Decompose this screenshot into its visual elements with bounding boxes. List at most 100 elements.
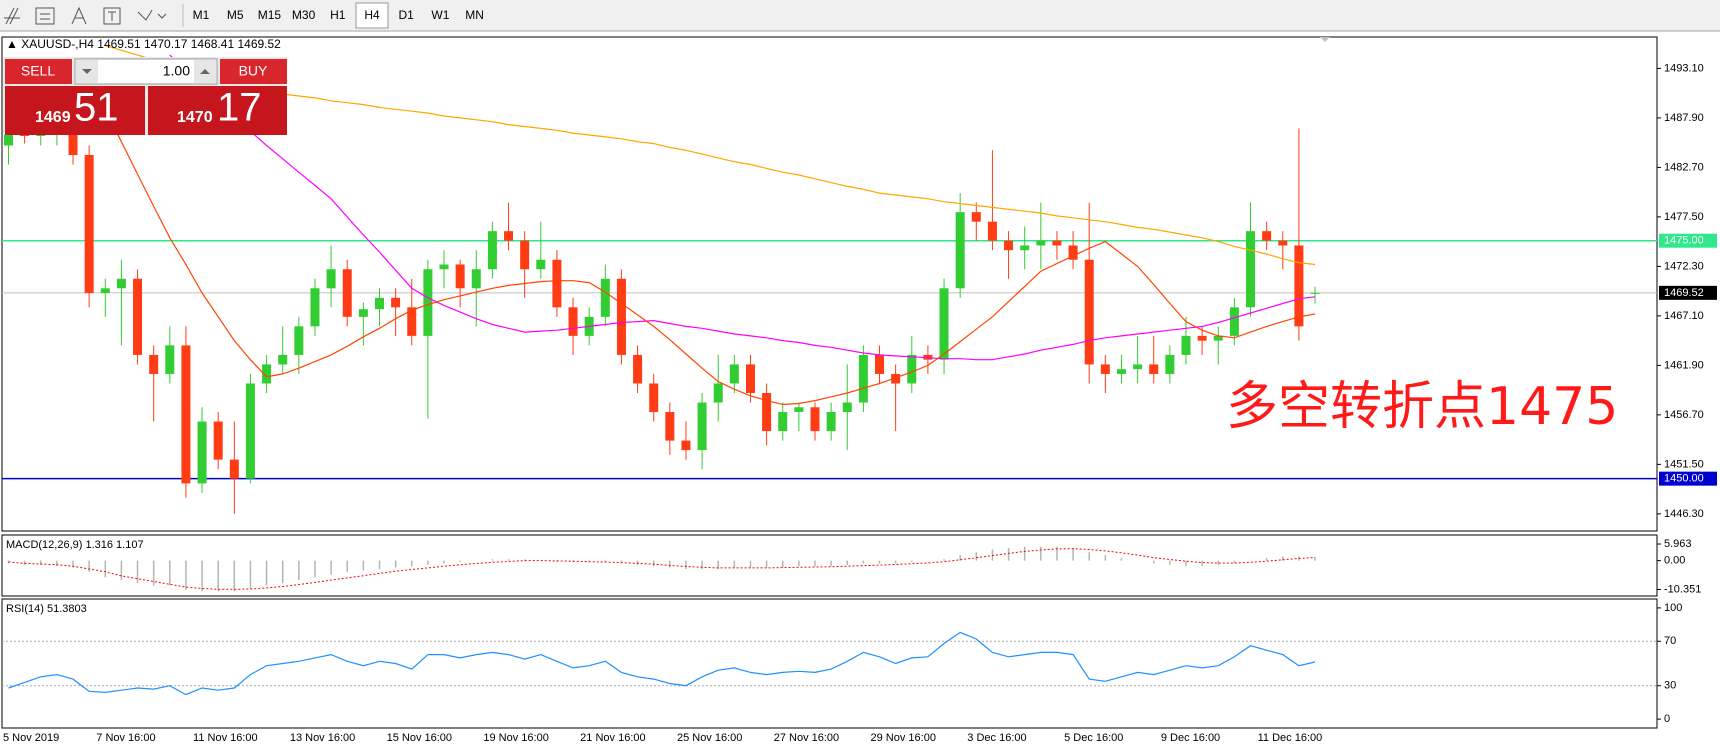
candle-body [1052, 240, 1062, 246]
timeframe-button[interactable]: M5 [227, 8, 244, 22]
down-arrow [82, 69, 92, 74]
moving-average [88, 78, 1316, 406]
y-tick-label: 100 [1664, 602, 1682, 614]
candle-body [907, 354, 917, 384]
lot-field[interactable] [74, 58, 218, 85]
y-tick-label: 1477.50 [1664, 211, 1704, 223]
x-tick-label: 29 Nov 16:00 [871, 732, 936, 744]
moving-average [169, 54, 1316, 361]
timeframe-button[interactable]: W1 [431, 8, 449, 22]
sell-price-big-figure: 1469 [35, 109, 71, 126]
candle-body [310, 288, 320, 327]
up-arrow [200, 69, 210, 74]
candle-body [391, 297, 401, 308]
candle-body [423, 269, 433, 336]
x-tick-label: 15 Nov 16:00 [387, 732, 452, 744]
candle-body [197, 421, 207, 484]
timeframe-button[interactable]: H1 [330, 8, 346, 22]
rsi-line [8, 631, 1316, 696]
plots: 1446.30 1451.50 1456.70 1461.90 1467.10 1472.… [2, 45, 1717, 744]
x-tick-label: 11 Dec 16:00 [1258, 732, 1323, 744]
timeframe-button[interactable]: M1 [193, 8, 210, 22]
candle-body [455, 264, 465, 289]
candle-body [842, 402, 852, 413]
candle-body [552, 259, 562, 308]
icon-label[interactable] [103, 7, 121, 25]
candle-body [262, 364, 272, 384]
candle-body [971, 212, 981, 222]
drawing-tools[interactable] [4, 6, 167, 25]
candle-body [100, 288, 110, 294]
candle-body [536, 259, 546, 270]
candle-body [649, 383, 659, 413]
candle-body [1116, 369, 1126, 374]
y-tick-label: 1482.70 [1664, 161, 1704, 173]
timeframe-bar: M1 M5 M15 M30 H1 H4 D1 W1 MN [193, 2, 484, 29]
candle-body [665, 412, 675, 441]
candle-body [987, 221, 997, 241]
timeframe-button[interactable]: M30 [292, 8, 316, 22]
candle-body [1262, 231, 1272, 241]
timeframe-button[interactable]: M15 [258, 8, 282, 22]
timeframe-button[interactable]: H4 [364, 8, 380, 22]
y-tick-label: 0.00 [1664, 555, 1685, 567]
x-tick-label: 5 Nov 2019 [3, 732, 59, 744]
icon-channel[interactable] [4, 7, 20, 25]
buy-price-big-figure: 1470 [177, 109, 213, 126]
candle-body [633, 354, 643, 384]
candle-body [826, 412, 836, 432]
icon-fibo[interactable] [35, 7, 55, 25]
x-tick-label: 11 Nov 16:00 [193, 732, 258, 744]
candle-body [1036, 240, 1046, 246]
candle-body [326, 269, 336, 289]
x-tick-label: 13 Nov 16:00 [290, 732, 355, 744]
sell-button[interactable] [5, 59, 72, 84]
icon-arrows[interactable] [137, 9, 167, 21]
level-label-bg [1659, 233, 1717, 248]
one-click-trading: SELL 1.00 BUY 1469 51 1470 17 [3, 57, 287, 135]
sell-label[interactable]: SELL [21, 63, 55, 79]
candle-body [471, 269, 481, 289]
sell-price-box[interactable] [5, 86, 145, 135]
y-tick-label: 70 [1664, 635, 1676, 647]
rsi-panel [1, 598, 1658, 729]
candle-body [697, 402, 707, 451]
buy-button[interactable] [220, 59, 287, 84]
candle-body [213, 421, 223, 460]
candle-body [520, 240, 530, 270]
sell-price-pips: 51 [74, 86, 119, 130]
candle-body [487, 231, 497, 270]
y-tick-label: 1493.10 [1664, 62, 1704, 74]
x-tick-label: 3 Dec 16:00 [967, 732, 1026, 744]
buy-label[interactable]: BUY [239, 63, 268, 79]
x-tick-label: 21 Nov 16:00 [580, 732, 645, 744]
candle-body [342, 269, 352, 317]
candle-body [149, 354, 159, 374]
y-tick-label: 5.963 [1664, 538, 1692, 550]
candle-body [1278, 240, 1288, 246]
candles [4, 45, 1320, 514]
candle-body [875, 354, 885, 374]
y-tick-label: 1472.30 [1664, 260, 1704, 272]
active-timeframe[interactable] [355, 2, 389, 29]
candle-body [778, 412, 788, 432]
candle-body [568, 307, 578, 336]
lot-value[interactable]: 1.00 [163, 63, 190, 79]
candle-body [1004, 240, 1014, 251]
bid-label: 1469.52 [1664, 287, 1704, 299]
y-tick-label: 1451.50 [1664, 458, 1704, 470]
candle-body [616, 278, 626, 355]
toolbar [0, 0, 1720, 31]
candle-body [4, 131, 13, 146]
timeframe-button[interactable]: D1 [399, 8, 415, 22]
bid-label-bg [1659, 285, 1717, 300]
buy-price-box[interactable] [148, 86, 287, 135]
icon-text[interactable] [71, 6, 87, 25]
timeframe-button[interactable]: MN [465, 8, 484, 22]
candle-body [116, 278, 126, 289]
candle-body [858, 354, 868, 403]
level-label: 1475.00 [1664, 235, 1704, 247]
buy-price-pips: 17 [217, 86, 262, 130]
high: 1470.17 [144, 37, 188, 51]
